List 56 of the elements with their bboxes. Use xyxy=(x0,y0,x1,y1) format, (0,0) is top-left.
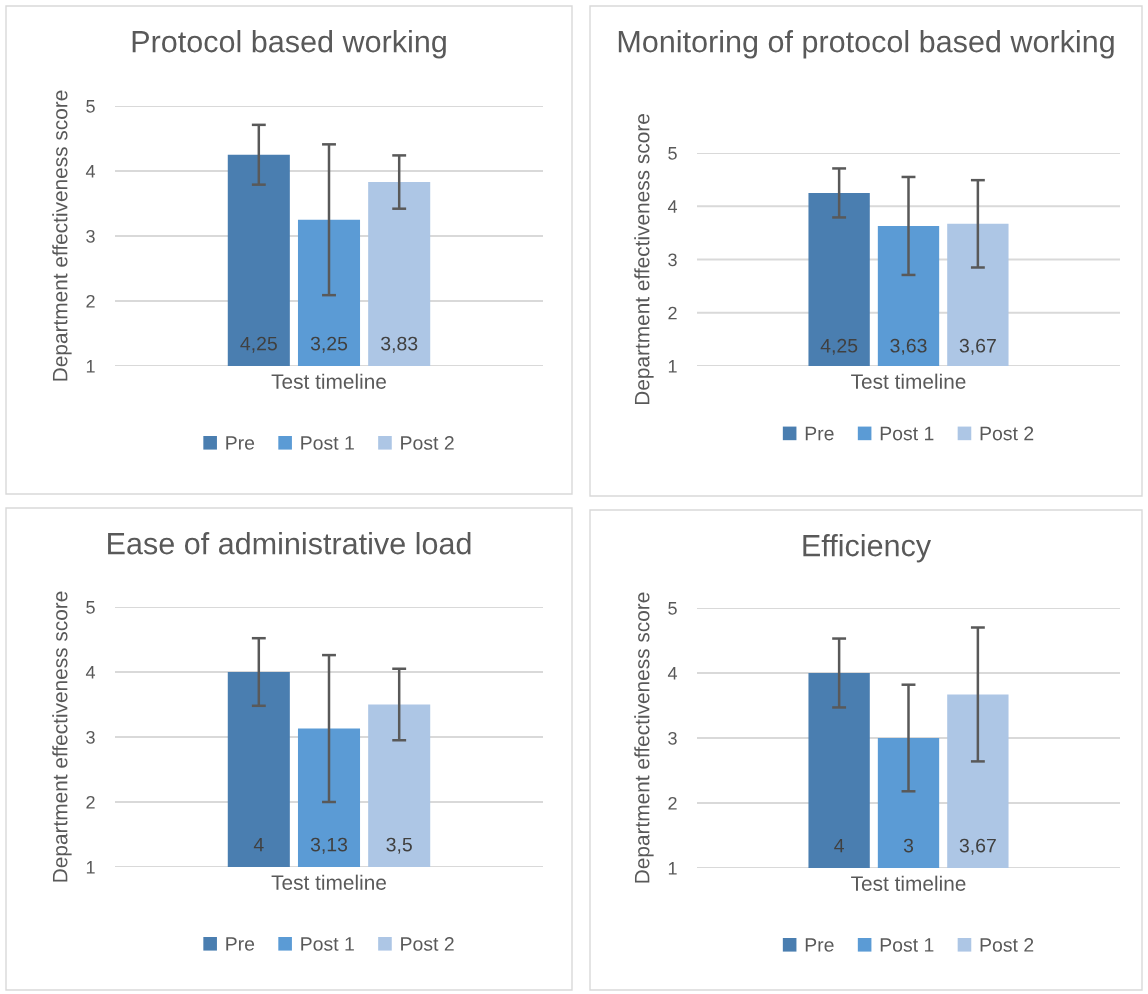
y-tick-label: 2 xyxy=(668,796,677,810)
legend-label: Post 1 xyxy=(880,426,934,441)
legend-label: Post 2 xyxy=(980,426,1034,441)
chart-title: Monitoring of protocol based working xyxy=(618,30,1114,59)
legend-label: Post 2 xyxy=(401,937,454,951)
data-label: 3,67 xyxy=(959,838,996,855)
y-axis-title: Department effectiveness score xyxy=(634,114,654,405)
y-axis-title: Department effectiveness score xyxy=(52,90,72,381)
y-tick-label: 5 xyxy=(668,147,677,160)
y-axis-title: Department effectiveness score xyxy=(52,591,72,882)
legend-label: Post 2 xyxy=(401,436,454,450)
legend-label: Pre xyxy=(805,426,834,441)
legend-label: Pre xyxy=(226,436,255,450)
data-label: 3,25 xyxy=(310,336,348,353)
y-axis-title: Department effectiveness score xyxy=(634,592,654,883)
data-label: 4 xyxy=(253,837,264,852)
y-tick-label: 4 xyxy=(85,165,96,178)
chart-title: Ease of administrative load xyxy=(108,532,471,555)
y-tick-label: 5 xyxy=(86,601,95,614)
x-axis-title: Test timeline xyxy=(271,373,386,389)
legend-label: Post 1 xyxy=(301,937,354,951)
data-label: 3,13 xyxy=(310,837,348,854)
y-tick-label: 2 xyxy=(86,795,95,809)
data-label: 3,67 xyxy=(959,338,996,355)
y-tick-label: 3 xyxy=(668,731,677,745)
y-tick-label: 3 xyxy=(86,229,95,243)
y-tick-label: 3 xyxy=(86,730,95,744)
y-tick-label: 1 xyxy=(668,360,677,373)
data-label: 3 xyxy=(903,838,914,853)
y-tick-label: 4 xyxy=(85,666,96,679)
y-tick-label: 1 xyxy=(668,862,677,875)
x-axis-title: Test timeline xyxy=(851,875,966,891)
y-tick-label: 1 xyxy=(86,360,95,373)
legend-label: Post 1 xyxy=(880,938,934,952)
chart-title: Efficiency xyxy=(803,534,932,563)
x-axis-title: Test timeline xyxy=(271,874,386,890)
y-tick-label: 4 xyxy=(667,200,678,213)
legend-label: Post 1 xyxy=(301,436,354,450)
data-label: 3,83 xyxy=(381,336,418,353)
y-tick-label: 4 xyxy=(667,667,678,680)
y-tick-label: 3 xyxy=(668,253,677,267)
y-tick-label: 2 xyxy=(668,306,677,320)
y-tick-label: 1 xyxy=(86,861,95,874)
y-tick-label: 5 xyxy=(668,602,677,615)
chart-title: Protocol based working xyxy=(132,30,446,59)
y-tick-label: 5 xyxy=(86,100,95,113)
data-label: 4,25 xyxy=(240,336,277,353)
data-label: 3,5 xyxy=(386,837,412,854)
legend-label: Pre xyxy=(226,937,255,951)
legend-label: Post 2 xyxy=(980,938,1034,952)
data-label: 4 xyxy=(834,838,844,853)
data-label: 4,25 xyxy=(820,338,858,355)
y-tick-label: 2 xyxy=(86,294,95,308)
x-axis-title: Test timeline xyxy=(851,373,966,389)
legend-label: Pre xyxy=(805,938,834,952)
data-label: 3,63 xyxy=(890,338,927,355)
